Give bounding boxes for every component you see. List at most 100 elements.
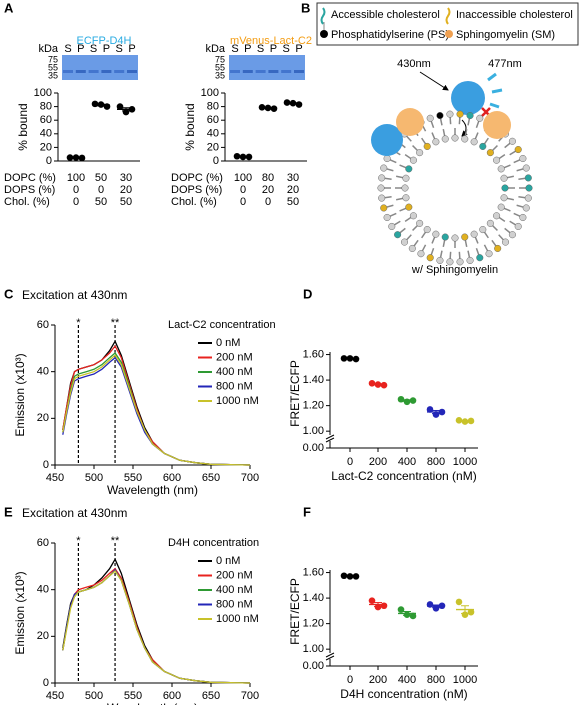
x-tick-label: 700 [241,690,259,702]
gel-band [268,70,279,73]
lipid-head [456,110,464,118]
lane-label: S [231,43,238,55]
lipid-head [524,194,532,202]
lipid-head [451,234,459,242]
x-tick-label: 600 [163,690,181,702]
lipid-head [494,244,502,253]
cell: 30 [287,172,299,184]
lane-label: P [128,43,135,55]
legend-label: 200 nM [216,351,253,363]
diagram-caption: w/ Sphingomyelin [411,264,498,276]
y-tick-label: 0 [213,155,219,167]
gel-marker: 55 [215,62,225,72]
y-axis-label: Emission (x10³) [13,571,27,654]
lipid-head [405,165,413,173]
panel-label: B [301,0,310,15]
cell: 50 [95,172,107,184]
lipid-head [525,184,533,192]
x-tick-label: 1000 [453,674,477,686]
axis-break [325,437,335,443]
legend-label: 0 nM [216,337,240,349]
lipid-head [409,156,417,164]
data-point [397,606,405,613]
x-tick-label: 0 [347,456,353,468]
panel-label: E [4,504,13,519]
x-tick-label: 650 [202,690,220,702]
lipid-head [405,203,413,211]
x-tick-label: 200 [369,674,387,686]
lipid-head [446,110,454,118]
lipid-head [479,226,487,234]
data-point [116,103,124,110]
wavelength: 430nm [397,58,431,70]
row-label: DOPS (%) [4,184,55,196]
y-axis-label: % bound [16,103,30,150]
data-point [270,105,278,112]
diagram: Accessible cholesterol Inaccessible chol… [316,2,579,276]
wavelength: 477nm [488,58,522,70]
icon [445,7,451,25]
y-tick-label: 1.60 [303,566,324,578]
gel-band [88,70,99,73]
lipid-head [426,114,434,122]
chart-title: Excitation at 430nm [22,506,127,520]
y-axis-label: % bound [183,103,197,150]
data-point [283,99,291,106]
lipid-head [476,114,484,122]
axis-break [325,434,335,440]
lipid-head [441,233,449,241]
lipid-head [409,212,417,220]
x-axis-label: D4H concentration (nM) [340,687,467,701]
protein [396,108,424,136]
emission-rays [487,72,503,109]
row-label: Chol. (%) [171,196,217,208]
y-tick-label: 0 [46,155,52,167]
y-tick-label: 0.00 [303,442,324,454]
icon [445,30,453,38]
lipid-head [432,138,440,146]
legend-text: Sphingomyelin (SM) [456,29,555,41]
lane-label: P [244,43,251,55]
gel-marker: 35 [48,70,58,80]
lipid-head [501,238,510,246]
legend-label: 400 nM [216,584,253,596]
lipid-head [466,256,474,265]
row-label: DOPC (%) [171,172,223,184]
y-tick-label: 1.20 [303,618,324,630]
x-tick-label: 800 [427,674,445,686]
lipid-head [402,174,410,182]
lipid-head [400,238,409,246]
x-tick-label: 400 [398,456,416,468]
series-line [62,354,251,466]
x-axis-label: Wavelength (nm) [107,483,198,497]
lipid-head [388,222,396,230]
lipid-head [380,204,388,212]
icon [320,30,328,38]
lipid-head [519,154,527,163]
panel-label: C [4,286,14,301]
row-label: DOPS (%) [171,184,222,196]
x-axis-label: Wavelength (nm) [107,701,198,705]
lipid-head [486,149,494,157]
gel-marker: 75 [48,54,58,64]
data-point [380,602,388,610]
legend-text: Phosphatidylserine (PS) [331,29,449,41]
lipid-head [500,194,508,202]
lipid-head [479,142,487,150]
y-tick-label: 1.20 [303,400,324,412]
y-tick-label: 20 [207,141,219,153]
gel [229,55,305,80]
x-tick-label: 500 [85,472,103,484]
y-tick-label: 100 [34,87,52,99]
y-tick-label: 1.60 [303,348,324,360]
gel-unit: kDa [205,43,225,55]
gel-band [63,70,73,73]
y-tick-label: 60 [37,537,49,549]
lipid-head [416,149,424,157]
y-tick-label: 1.00 [303,425,324,437]
data-point [409,612,417,620]
gel-band [127,70,137,73]
y-tick-label: 80 [207,101,219,113]
lipid-head [436,256,444,265]
y-tick-label: 1.40 [303,374,324,386]
